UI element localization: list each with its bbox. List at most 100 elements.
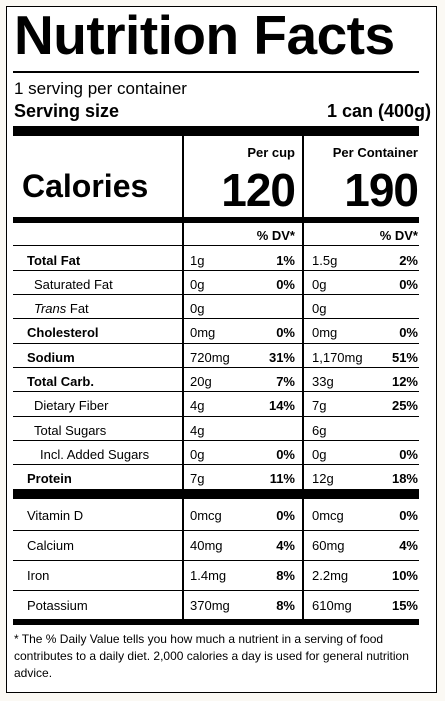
nutrient-dv-cup: 31%	[268, 350, 295, 365]
row-divider	[13, 440, 419, 441]
nutrient-amount-container: 0g	[312, 301, 327, 316]
vitamin-dv-container: 4%	[399, 538, 418, 553]
nutrient-dv-cup: 11%	[269, 471, 295, 486]
row-divider	[13, 343, 419, 344]
title-rule	[13, 71, 419, 73]
protein-thick-rule	[13, 489, 419, 499]
nutrient-dv-container: 25%	[391, 398, 418, 413]
vitamin-amount-container: 610mg	[312, 598, 352, 613]
nutrient-amount-cup: 720mg	[190, 350, 230, 365]
vitamin-amount-cup: 0mcg	[190, 508, 222, 523]
nutrient-amount-cup: 4g	[190, 423, 205, 438]
nutrient-dv-container: 0%	[399, 447, 418, 462]
table-column-divider-2	[302, 223, 304, 489]
per-container-header: Per Container	[332, 145, 418, 160]
calories-label: Calories	[22, 168, 149, 204]
dv-header-container: % DV*	[379, 228, 418, 243]
row-divider	[13, 464, 419, 465]
nutrient-dv-container: 18%	[391, 471, 418, 486]
nutrient-amount-container: 12g	[312, 471, 334, 486]
nutrient-amount-cup: 20g	[190, 374, 212, 389]
nutrient-amount-container: 1.5g	[312, 253, 338, 268]
nutrient-dv-container: 51%	[391, 350, 418, 365]
nutrient-name-italic: Trans	[34, 301, 67, 316]
nutrient-amount-container: 0g	[312, 277, 327, 292]
row-divider	[13, 294, 419, 295]
serving-size-label: Serving size	[14, 101, 120, 121]
nutrient-name: Protein	[27, 471, 72, 486]
table-column-divider-1	[182, 223, 184, 489]
row-divider	[13, 560, 419, 561]
vitamin-amount-container: 2.2mg	[312, 568, 349, 583]
nutrient-name: Cholesterol	[27, 325, 99, 340]
nutrient-amount-cup: 4g	[190, 398, 205, 413]
nutrient-name: Saturated Fat	[34, 277, 113, 292]
nutrient-name: Dietary Fiber	[34, 398, 109, 413]
nutrient-amount-container: 1,170mg	[312, 350, 363, 365]
vitamin-dv-cup: 0%	[276, 508, 295, 523]
nutrient-dv-cup: 0%	[276, 325, 295, 340]
calories-per-cup: 120	[221, 164, 296, 216]
nutrient-amount-cup: 1g	[190, 253, 205, 268]
row-divider	[13, 245, 419, 246]
vitamin-dv-cup: 4%	[276, 538, 295, 553]
dv-header-cup: % DV*	[256, 228, 295, 243]
nutrient-amount-container: 7g	[312, 398, 327, 413]
vitamin-dv-container: 0%	[399, 508, 418, 523]
nutrient-amount-container: 0g	[312, 447, 327, 462]
vitamin-dv-container: 10%	[391, 568, 418, 583]
row-divider	[13, 391, 419, 392]
nutrient-dv-cup: 1%	[276, 253, 295, 268]
vitamin-column-divider-1	[182, 499, 184, 619]
vitamin-name: Calcium	[27, 538, 74, 553]
calories-per-container: 190	[344, 164, 419, 216]
vitamin-column-divider-2	[302, 499, 304, 619]
row-divider	[13, 590, 419, 591]
nutrient-name: Sodium	[27, 350, 75, 365]
nutrient-amount-cup: 0g	[190, 447, 205, 462]
servings-per-container: 1 serving per container	[14, 79, 187, 98]
serving-thick-rule	[13, 126, 419, 136]
vitamin-dv-container: 15%	[391, 598, 418, 613]
nutrient-amount-cup: 0mg	[190, 325, 216, 340]
column-divider-1	[182, 136, 184, 220]
vitamin-name: Iron	[27, 568, 50, 583]
nutrient-amount-cup: 0g	[190, 301, 205, 316]
nutrient-dv-container: 12%	[391, 374, 418, 389]
serving-size-value: 1 can (400g)	[326, 101, 431, 121]
label-title: Nutrition Facts	[14, 4, 395, 66]
nutrient-name: Trans Fat	[34, 301, 89, 316]
vitamin-amount-cup: 40mg	[190, 538, 223, 553]
vitamin-amount-cup: 1.4mg	[190, 568, 227, 583]
nutrient-dv-cup: 0%	[276, 447, 295, 462]
nutrient-dv-container: 0%	[399, 277, 418, 292]
nutrient-amount-cup: 7g	[190, 471, 205, 486]
vitamin-dv-cup: 8%	[276, 568, 295, 583]
calories-thick-rule	[13, 217, 419, 223]
nutrient-name: Total Sugars	[34, 423, 107, 438]
nutrient-amount-cup: 0g	[190, 277, 205, 292]
nutrient-dv-container: 0%	[399, 325, 418, 340]
nutrient-amount-container: 6g	[312, 423, 327, 438]
row-divider	[13, 416, 419, 417]
row-divider	[13, 318, 419, 319]
vitamin-amount-container: 0mcg	[312, 508, 344, 523]
nutrient-name: Incl. Added Sugars	[40, 447, 150, 462]
nutrient-dv-cup: 7%	[276, 374, 295, 389]
vitamin-amount-cup: 370mg	[190, 598, 230, 613]
nutrient-amount-container: 0mg	[312, 325, 338, 340]
row-divider	[13, 367, 419, 368]
vitamin-amount-container: 60mg	[312, 538, 345, 553]
nutrition-label	[6, 6, 437, 693]
footnote: * The % Daily Value tells you how much a…	[14, 632, 409, 680]
row-divider	[13, 530, 419, 531]
per-cup-header: Per cup	[247, 145, 295, 160]
nutrient-dv-cup: 14%	[268, 398, 295, 413]
nutrient-name: Total Carb.	[27, 374, 94, 389]
nutrient-dv-container: 2%	[399, 253, 418, 268]
nutrient-amount-container: 33g	[312, 374, 334, 389]
vitamin-name: Vitamin D	[27, 508, 84, 523]
nutrient-dv-cup: 0%	[276, 277, 295, 292]
column-divider-2	[302, 136, 304, 220]
row-divider	[13, 270, 419, 271]
